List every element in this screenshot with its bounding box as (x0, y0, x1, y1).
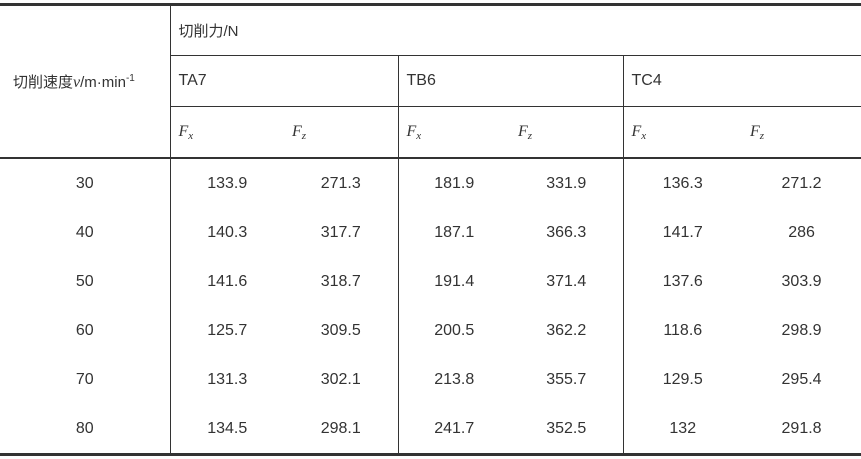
tb6-fz-cell: 355.7 (546, 370, 587, 388)
force-header: 切削力/N (169, 4, 861, 56)
ta7-fx-cell: 140.3 (207, 223, 248, 241)
table-row: 70 131.3 302.1 213.8 355.7 129.5 295.4 (0, 355, 861, 404)
ta7-fx-header: Fx (170, 106, 284, 159)
ta7-fz-header: Fz (284, 106, 398, 159)
ta7-fz-cell: 302.1 (320, 370, 361, 388)
tc4-fx-cell: 137.6 (622, 257, 742, 306)
fz-subscript: z (301, 130, 307, 142)
speed-header-prefix: 切削速度 (13, 74, 74, 91)
speed-cell: 70 (0, 355, 171, 404)
fz-subscript: z (759, 130, 765, 142)
fz-subscript: z (527, 130, 533, 142)
tb6-fx-cell: 181.9 (397, 158, 510, 208)
tc4-fx-header: Fx (622, 106, 742, 159)
fx-subscript: x (641, 130, 647, 142)
fz-symbol: F (292, 123, 302, 140)
fx-symbol: F (178, 123, 189, 140)
ta7-fx-cell: 141.6 (207, 272, 248, 290)
tb6-fz-cell: 352.5 (546, 419, 587, 437)
ta7-fx-cell: 134.5 (207, 419, 248, 437)
tb6-fx-cell: 213.8 (397, 355, 510, 404)
fx-subscript: x (188, 130, 194, 142)
speed-cell: 30 (0, 158, 171, 208)
table-row: 80 134.5 298.1 241.7 352.5 132 291.8 (0, 404, 861, 455)
header-row-materials: TA7 TB6 TC4 (0, 55, 861, 107)
table-row: 40 140.3 317.7 187.1 366.3 141.7 286 (0, 208, 861, 257)
tb6-fz-cell: 362.2 (546, 321, 587, 339)
tc4-fz-cell: 295.4 (781, 370, 822, 388)
tc4-fz-cell: 291.8 (781, 419, 822, 437)
material-header-ta7: TA7 (170, 55, 398, 107)
tb6-fx-cell: 200.5 (397, 306, 510, 355)
header-row-components: Fx Fz Fx Fz Fx Fz (0, 106, 861, 159)
ta7-fz-cell: 309.5 (320, 321, 361, 339)
ta7-fz-cell: 298.1 (320, 419, 361, 437)
tb6-fz-cell: 371.4 (546, 272, 587, 290)
tc4-fx-cell: 141.7 (622, 208, 742, 257)
fx-symbol: F (406, 123, 417, 140)
speed-cell: 80 (0, 404, 171, 455)
speed-cell: 60 (0, 306, 171, 355)
tc4-fz-cell: 286 (788, 223, 815, 241)
tc4-fz-header: Fz (742, 106, 861, 159)
tb6-fx-header: Fx (397, 106, 510, 159)
speed-cell: 50 (0, 257, 171, 306)
ta7-fz-cell: 271.3 (320, 174, 361, 192)
fz-symbol: F (518, 123, 528, 140)
table-row: 50 141.6 318.7 191.4 371.4 137.6 303.9 (0, 257, 861, 306)
cutting-force-table: 切削速度v/m·min-1 切削力/N TA7 TB6 TC4 Fx Fz Fx… (0, 3, 861, 456)
fx-subscript: x (416, 130, 422, 142)
tb6-fx-cell: 187.1 (397, 208, 510, 257)
speed-unit-exponent: -1 (125, 73, 135, 84)
ta7-fx-cell: 133.9 (207, 174, 248, 192)
ta7-fz-cell: 318.7 (320, 272, 361, 290)
ta7-fx-cell: 131.3 (207, 370, 248, 388)
tb6-fz-header: Fz (510, 106, 623, 159)
material-header-tc4: TC4 (622, 55, 861, 107)
speed-symbol: v (73, 74, 81, 91)
tc4-fz-cell: 303.9 (781, 272, 822, 290)
tc4-fz-cell: 298.9 (781, 321, 822, 339)
tb6-fx-cell: 241.7 (397, 404, 510, 455)
tc4-fx-cell: 136.3 (622, 158, 742, 208)
tc4-fz-cell: 271.2 (781, 174, 822, 192)
material-header-tb6: TB6 (397, 55, 623, 107)
ta7-fx-cell: 125.7 (207, 321, 248, 339)
tc4-fx-cell: 118.6 (622, 306, 742, 355)
table-row: 60 125.7 309.5 200.5 362.2 118.6 298.9 (0, 306, 861, 355)
tb6-fz-cell: 366.3 (546, 223, 587, 241)
fx-symbol: F (631, 123, 642, 140)
header-row-force: 切削速度v/m·min-1 切削力/N (0, 4, 861, 159)
ta7-fz-cell: 317.7 (320, 223, 361, 241)
tc4-fx-cell: 132 (622, 404, 742, 455)
fz-symbol: F (750, 123, 760, 140)
tc4-fx-cell: 129.5 (622, 355, 742, 404)
table-row: 30 133.9 271.3 181.9 331.9 136.3 271.2 (0, 158, 861, 208)
tb6-fx-cell: 191.4 (397, 257, 510, 306)
speed-cell: 40 (0, 208, 171, 257)
speed-unit: /m·min (80, 74, 126, 91)
tb6-fz-cell: 331.9 (546, 174, 587, 192)
speed-header: 切削速度v/m·min-1 (0, 4, 171, 159)
